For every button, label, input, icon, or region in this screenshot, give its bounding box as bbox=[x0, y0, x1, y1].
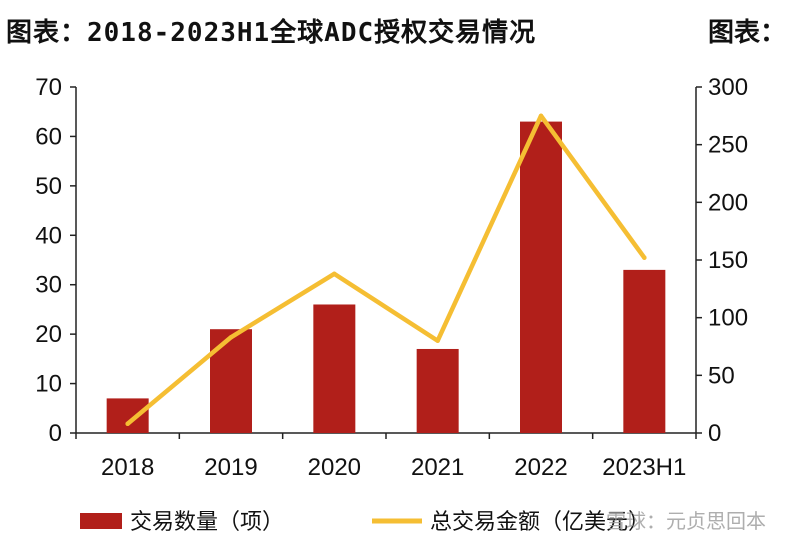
left-tick-label: 60 bbox=[35, 123, 62, 150]
x-tick-label: 2019 bbox=[204, 454, 257, 481]
line-point bbox=[332, 271, 337, 277]
left-tick-label: 40 bbox=[35, 222, 62, 249]
line-point bbox=[538, 113, 544, 119]
left-tick-label: 20 bbox=[35, 321, 62, 348]
legend-bar-swatch bbox=[80, 513, 122, 529]
left-tick-label: 50 bbox=[35, 173, 62, 200]
x-tick-label: 2023H1 bbox=[602, 454, 686, 481]
chart-title: 图表：2018-2023H1全球ADC授权交易情况 bbox=[6, 18, 537, 48]
line-point bbox=[125, 421, 130, 426]
x-tick-label: 2018 bbox=[101, 454, 154, 481]
legend: 交易数量（项） 总交易金额（亿美元） bbox=[80, 510, 650, 535]
right-tick-label: 50 bbox=[708, 362, 735, 389]
bar bbox=[106, 398, 149, 433]
line-point bbox=[435, 338, 440, 343]
left-tick-label: 70 bbox=[35, 74, 62, 101]
line-point bbox=[642, 255, 647, 260]
right-tick-label: 100 bbox=[708, 305, 748, 332]
bar-series bbox=[106, 121, 666, 433]
line-point bbox=[228, 335, 234, 340]
right-tick-label: 150 bbox=[708, 247, 748, 274]
tick-labels: 0 10 20 30 40 50 60 70 0 50 100 150 200 250 300 2018 201… bbox=[35, 74, 748, 481]
x-tick-label: 2021 bbox=[411, 454, 464, 481]
right-tick-label: 300 bbox=[708, 74, 748, 101]
left-tick-label: 10 bbox=[35, 371, 62, 398]
x-tick-label: 2022 bbox=[514, 454, 567, 481]
right-tick-label: 0 bbox=[708, 420, 721, 447]
watermark: 雪球：元贞思回本 bbox=[606, 509, 766, 533]
right-tick-label: 200 bbox=[708, 189, 748, 216]
legend-bar-label: 交易数量（项） bbox=[130, 510, 284, 535]
legend-line-label: 总交易金额（亿美元） bbox=[430, 510, 650, 535]
bar bbox=[416, 348, 459, 433]
left-tick-label: 0 bbox=[49, 420, 62, 447]
total-amount-line bbox=[125, 113, 647, 427]
adjacent-chart-title-fragment: 图表： bbox=[708, 18, 787, 48]
axes bbox=[70, 86, 702, 439]
x-tick-label: 2020 bbox=[308, 454, 361, 481]
bar bbox=[623, 269, 666, 433]
left-tick-label: 30 bbox=[35, 272, 62, 299]
right-tick-label: 250 bbox=[708, 132, 748, 159]
bar bbox=[210, 329, 252, 433]
bar bbox=[520, 121, 562, 433]
line-series bbox=[125, 113, 647, 427]
bar bbox=[313, 304, 356, 433]
